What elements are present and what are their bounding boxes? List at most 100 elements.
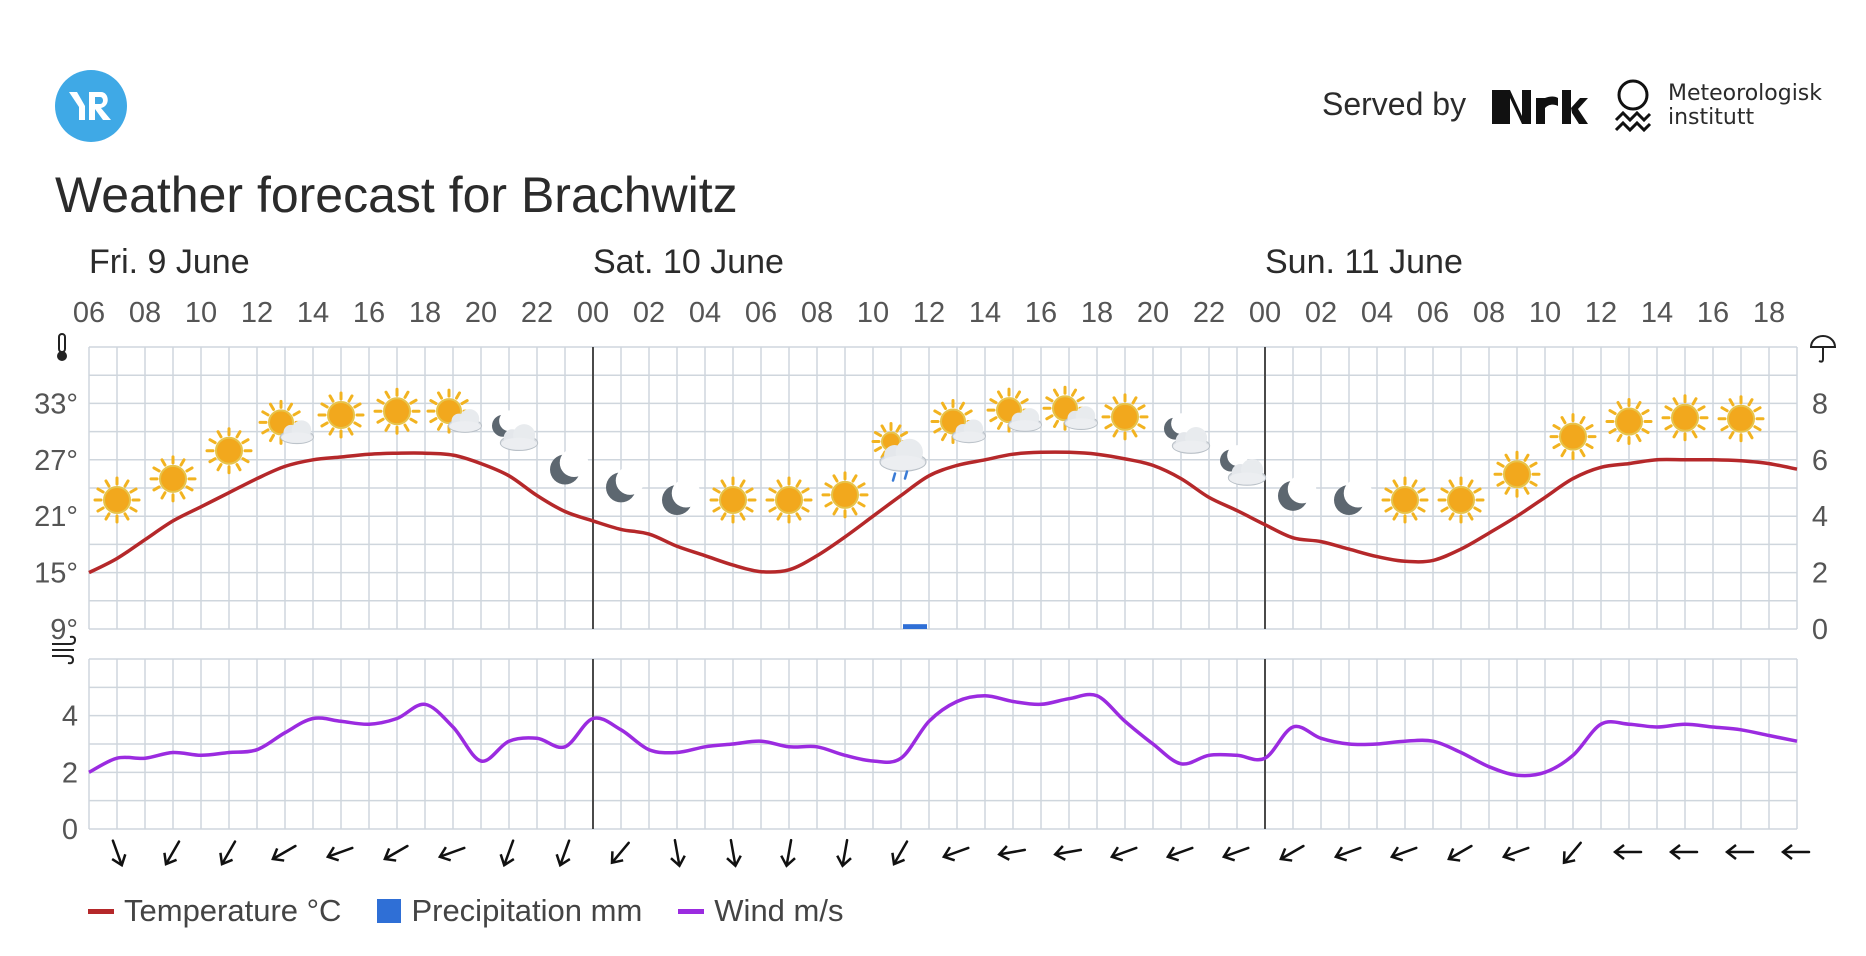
wind-arrow-icon <box>163 840 181 866</box>
precipitation-tick-label: 0 <box>1812 614 1828 646</box>
wind-arrow-icon <box>219 840 237 866</box>
hour-tick-label: 12 <box>913 297 945 329</box>
wind-arrow-icon <box>891 840 909 866</box>
wind-arrow-icon <box>1053 845 1083 861</box>
partly-cloudy-day-icon <box>1042 385 1098 431</box>
sun-icon <box>149 455 197 503</box>
legend-square-swatch <box>377 899 402 923</box>
hour-tick-label: 20 <box>465 297 497 329</box>
moon-icon <box>606 466 645 503</box>
wind-arrow-icon <box>1221 846 1250 862</box>
wind-arrow-icon <box>1389 846 1418 862</box>
wind-direction-arrows <box>111 838 1811 868</box>
partly-cloudy-day-icon <box>258 399 314 445</box>
thermometer-icon <box>57 333 67 361</box>
wind-arrow-icon <box>1612 844 1643 860</box>
sun-icon <box>317 391 365 439</box>
wind-arrow-icon <box>836 838 852 868</box>
hour-tick-label: 14 <box>969 297 1001 329</box>
hour-tick-label: 14 <box>1641 297 1673 329</box>
sun-icon <box>93 476 141 524</box>
hour-tick-label: 18 <box>1081 297 1113 329</box>
precipitation-tick-label: 4 <box>1812 501 1828 533</box>
met-institute-logo <box>1614 79 1652 133</box>
wind-arrow-icon <box>1724 844 1755 860</box>
hour-tick-label: 02 <box>1305 297 1337 329</box>
wind-arrow-icon <box>1447 844 1473 862</box>
sun-icon <box>205 427 253 475</box>
wind-arrow-icon <box>780 838 796 868</box>
umbrella-icon <box>1809 335 1837 363</box>
chart-series <box>88 450 1798 778</box>
hour-tick-label: 16 <box>353 297 385 329</box>
wind-tick-label: 4 <box>62 701 78 733</box>
light-rain-icon <box>871 422 927 482</box>
wind-arrow-icon <box>1780 844 1811 860</box>
legend-item: Precipitation mm <box>377 893 642 929</box>
sun-icon <box>709 476 757 524</box>
temperature-line <box>88 450 1798 575</box>
legend-label: Temperature °C <box>124 893 342 928</box>
hour-tick-label: 22 <box>521 297 553 329</box>
met-name-line2: institutt <box>1668 105 1755 130</box>
wind-arrow-icon <box>499 839 515 868</box>
wind-icon <box>52 635 77 665</box>
hour-tick-label: 00 <box>577 297 609 329</box>
temperature-tick-label: 15° <box>34 558 78 590</box>
hour-tick-label: 10 <box>857 297 889 329</box>
sun-icon <box>1661 394 1709 442</box>
partly-cloudy-night-icon <box>1164 413 1211 454</box>
wind-arrow-icon <box>1562 841 1582 865</box>
hour-tick-label: 08 <box>1473 297 1505 329</box>
wind-arrow-icon <box>610 841 630 865</box>
hour-tick-label: 06 <box>1417 297 1449 329</box>
precipitation-tick-label: 2 <box>1812 558 1828 590</box>
wind-arrow-icon <box>1109 846 1138 862</box>
temperature-tick-label: 27° <box>34 445 78 477</box>
hour-tick-label: 06 <box>73 297 105 329</box>
wind-arrow-icon <box>1333 846 1362 862</box>
moon-icon <box>550 448 589 485</box>
legend-item: Temperature °C <box>88 893 341 929</box>
hour-tick-label: 16 <box>1025 297 1057 329</box>
wind-arrow-icon <box>1279 844 1305 862</box>
day-label: Sun. 11 June <box>1265 243 1463 281</box>
wind-line <box>88 692 1798 778</box>
hour-tick-label: 00 <box>1249 297 1281 329</box>
page-title: Weather forecast for Brachwitz <box>55 167 738 223</box>
hour-tick-label: 18 <box>409 297 441 329</box>
hour-tick-label: 22 <box>1193 297 1225 329</box>
wind-tick-label: 2 <box>62 757 78 789</box>
partly-cloudy-night-icon <box>492 410 539 452</box>
served-by-label: Served by <box>1322 86 1467 122</box>
day-label: Sat. 10 June <box>593 243 784 281</box>
hour-tick-label: 20 <box>1137 297 1169 329</box>
precipitation-tick-label: 6 <box>1812 445 1828 477</box>
chart-grid <box>88 346 1798 830</box>
hour-tick-label: 14 <box>297 297 329 329</box>
temperature-tick-label: 9° <box>50 614 78 646</box>
weather-icons <box>93 385 1765 524</box>
hour-tick-label: 12 <box>1585 297 1617 329</box>
wind-tick-label: 0 <box>62 814 78 846</box>
sun-icon <box>1717 395 1765 443</box>
moon-icon <box>1334 479 1373 515</box>
sun-icon <box>1549 413 1597 461</box>
wind-arrow-icon <box>555 839 571 868</box>
sun-icon <box>821 471 869 519</box>
sun-icon <box>1437 476 1485 524</box>
met-institute-name: Meteorologisk institutt <box>1668 82 1822 130</box>
nrk-logo <box>1492 90 1588 124</box>
wind-arrow-icon <box>437 846 466 862</box>
wind-arrow-icon <box>325 846 354 862</box>
legend-item: Wind m/s <box>678 893 843 929</box>
temperature-tick-label: 33° <box>34 388 78 420</box>
hour-tick-label: 16 <box>1697 297 1729 329</box>
sun-icon <box>765 476 813 524</box>
wind-arrow-icon <box>1668 844 1699 860</box>
sun-icon <box>373 387 421 435</box>
moon-icon <box>662 479 701 515</box>
hour-tick-label: 02 <box>633 297 665 329</box>
sun-icon <box>1605 398 1653 446</box>
